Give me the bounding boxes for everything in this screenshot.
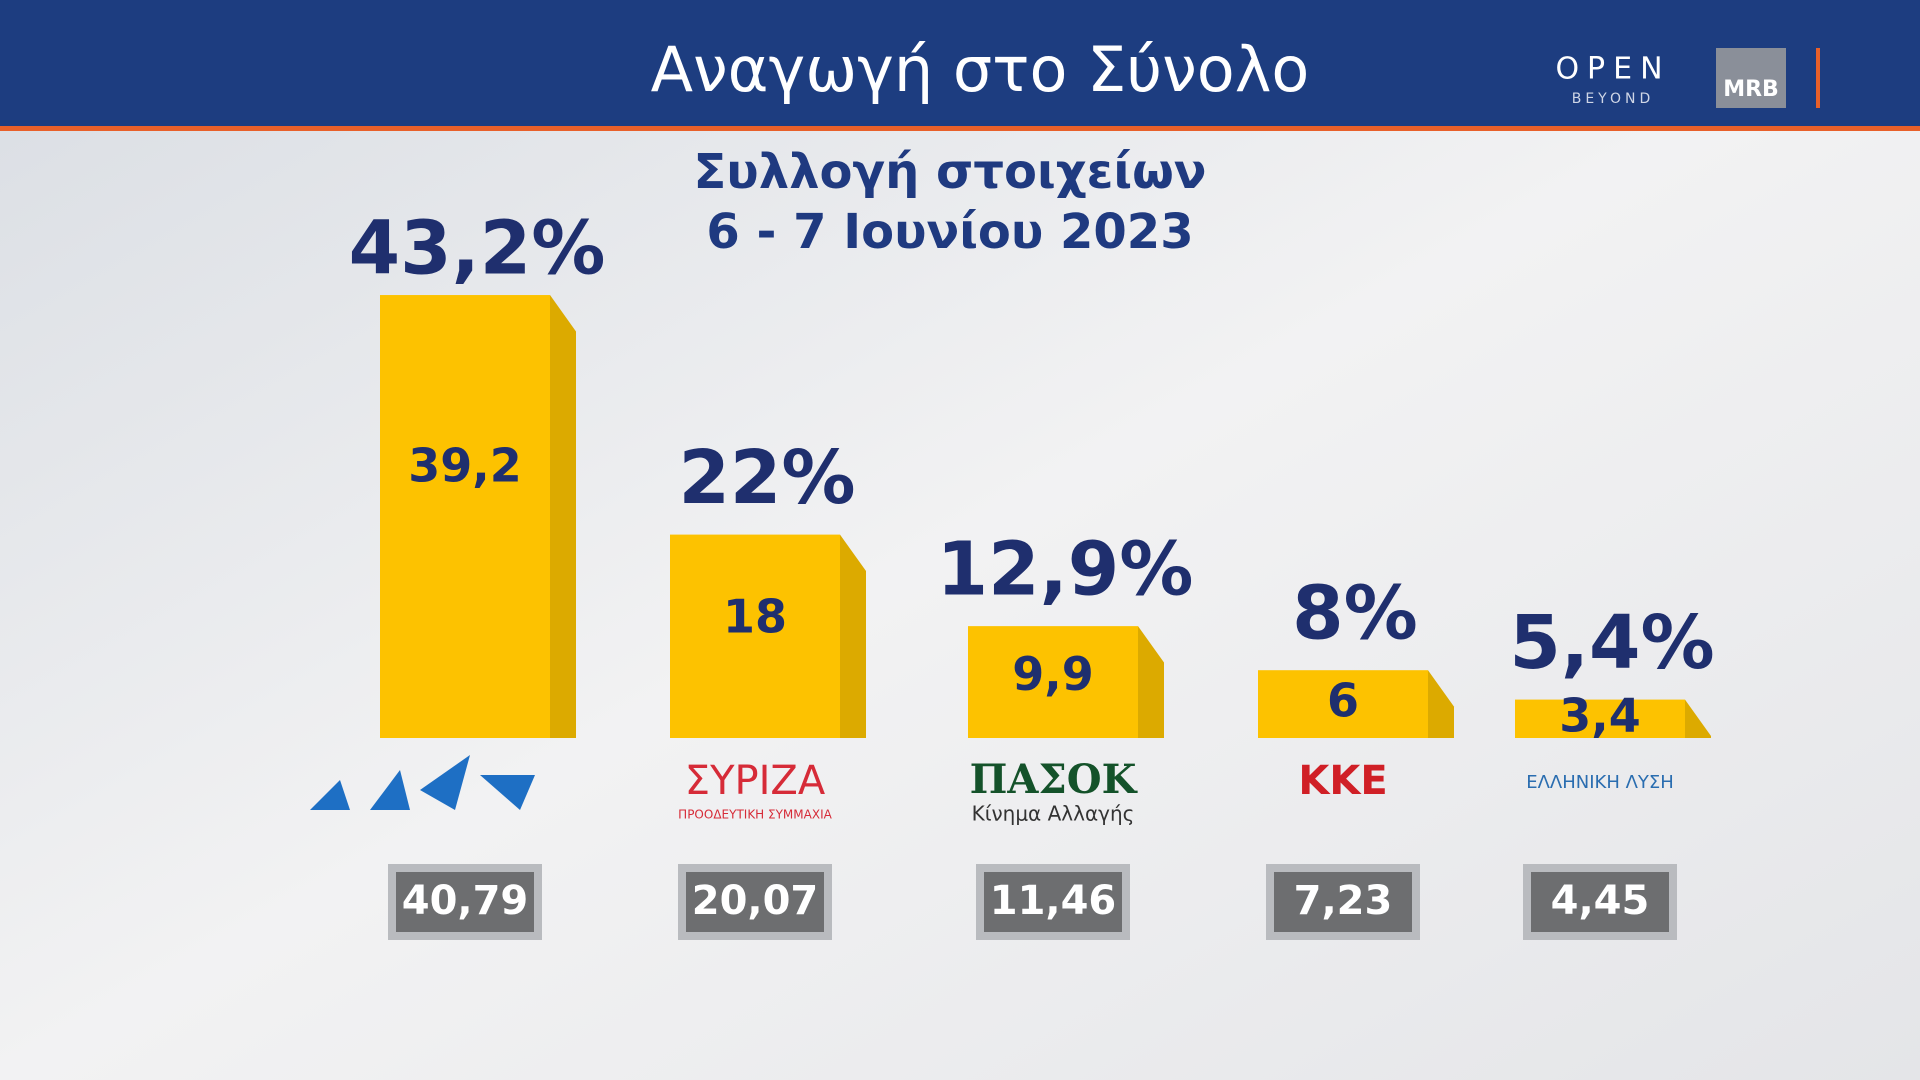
header-title: Αναγωγή στο Σύνολο (651, 33, 1310, 106)
previous-box (1274, 872, 1412, 932)
party-logo: ΠΑΣΟΚ (970, 756, 1138, 803)
pollster-logo: MRB (1723, 77, 1779, 102)
percentage-label: 12,9% (937, 527, 1194, 613)
previous-box (686, 872, 824, 932)
chart-subtitle: 6 - 7 Ιουνίου 2023 (706, 204, 1193, 260)
party-logo: ΕΛΛΗΝΙΚΗ ΛΥΣΗ (1526, 772, 1674, 793)
party-logo: ΣΥΡΙΖΑ (685, 758, 826, 804)
pollster-logo-box (1716, 48, 1786, 108)
bar-side (840, 534, 866, 738)
bar-value-label: 6 (1327, 674, 1359, 728)
bar-value-label: 39,2 (408, 438, 522, 492)
bar (670, 534, 840, 738)
brand-logo: OPEN (1555, 52, 1670, 87)
party-logo-subtext: Κίνημα Αλλαγής (972, 802, 1135, 826)
bar-value-label: 3,4 (1559, 688, 1641, 742)
percentage-label: 8% (1292, 571, 1418, 657)
party-logo-shape (370, 770, 410, 810)
bar (1515, 699, 1685, 738)
previous-label: 7,23 (1294, 878, 1393, 924)
previous-label: 40,79 (402, 878, 529, 924)
bar-side (1428, 670, 1454, 738)
party-logo-shape (480, 775, 535, 810)
bar (1258, 670, 1428, 738)
previous-box (396, 872, 534, 932)
bar-side (1138, 626, 1164, 738)
bar-value-label: 9,9 (1012, 647, 1094, 701)
bar-side (550, 295, 576, 738)
header-divider (1816, 48, 1820, 108)
previous-box (1531, 872, 1669, 932)
percentage-label: 43,2% (349, 206, 606, 292)
header-bar (0, 0, 1920, 126)
percentage-label: 22% (678, 435, 855, 521)
party-logo-shape (420, 755, 470, 810)
previous-label: 4,45 (1551, 878, 1650, 924)
header-accent (0, 126, 1920, 131)
percentage-label: 5,4% (1509, 600, 1714, 686)
bar (968, 626, 1138, 738)
bar (380, 295, 550, 738)
previous-box (984, 872, 1122, 932)
party-logo-shape (310, 780, 350, 810)
party-logo-subtext: ΠΡΟΟΔΕΥΤΙΚΗ ΣΥΜΜΑΧΙΑ (678, 808, 832, 822)
party-logo: ΚΚΕ (1298, 758, 1387, 804)
bar-value-label: 18 (723, 589, 787, 643)
brand-sub: BEYOND (1572, 91, 1655, 107)
chart-title: Συλλογή στοιχείων (694, 144, 1207, 200)
previous-label: 11,46 (990, 878, 1117, 924)
previous-label: 20,07 (692, 878, 819, 924)
bar-side (1685, 699, 1711, 738)
